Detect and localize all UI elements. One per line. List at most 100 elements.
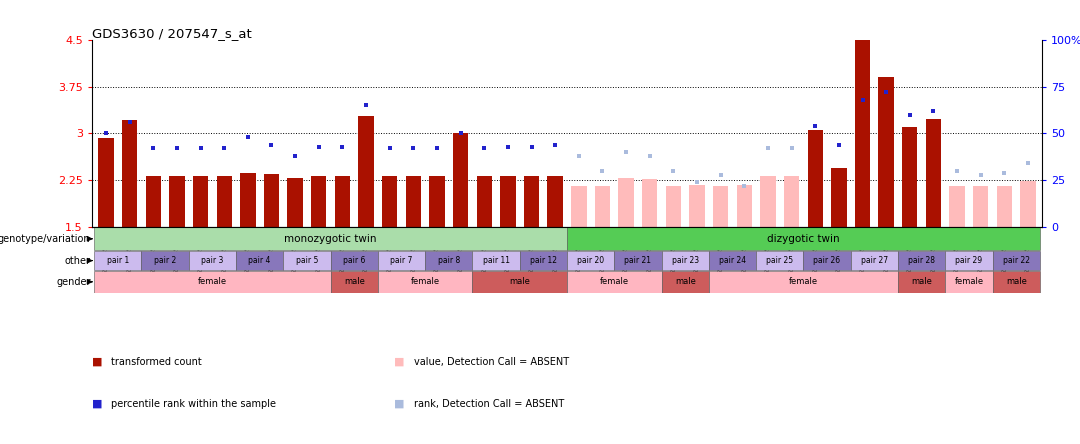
- Text: pair 24: pair 24: [719, 256, 746, 265]
- Text: male: male: [1005, 278, 1027, 286]
- Text: male: male: [510, 278, 530, 286]
- Text: transformed count: transformed count: [111, 357, 202, 367]
- Bar: [808, 130, 823, 227]
- Bar: [216, 176, 232, 227]
- Text: pair 22: pair 22: [1002, 256, 1029, 265]
- Text: female: female: [599, 278, 629, 286]
- Bar: [264, 174, 279, 227]
- Bar: [240, 173, 256, 227]
- Text: pair 3: pair 3: [201, 256, 224, 265]
- Text: pair 11: pair 11: [483, 256, 510, 265]
- Text: male: male: [675, 278, 696, 286]
- Text: pair 21: pair 21: [624, 256, 651, 265]
- Text: pair 28: pair 28: [908, 256, 935, 265]
- Bar: [335, 176, 350, 227]
- Bar: [476, 176, 491, 227]
- Bar: [643, 179, 658, 227]
- Text: female: female: [788, 278, 818, 286]
- Text: pair 29: pair 29: [956, 256, 983, 265]
- Text: pair 2: pair 2: [154, 256, 176, 265]
- Bar: [453, 133, 469, 227]
- Text: pair 8: pair 8: [437, 256, 460, 265]
- Bar: [94, 227, 567, 250]
- Bar: [472, 251, 519, 270]
- Bar: [897, 251, 945, 270]
- Text: pair 12: pair 12: [530, 256, 557, 265]
- Text: dizygotic twin: dizygotic twin: [767, 234, 840, 244]
- Bar: [708, 251, 756, 270]
- Bar: [595, 186, 610, 227]
- Text: pair 23: pair 23: [672, 256, 699, 265]
- Text: pair 25: pair 25: [766, 256, 794, 265]
- Text: female: female: [955, 278, 984, 286]
- Bar: [945, 271, 993, 293]
- Bar: [897, 271, 945, 293]
- Bar: [378, 251, 426, 270]
- Bar: [997, 186, 1012, 227]
- Bar: [524, 176, 539, 227]
- Bar: [567, 271, 662, 293]
- Bar: [851, 251, 897, 270]
- Text: pair 20: pair 20: [577, 256, 604, 265]
- Bar: [878, 77, 894, 227]
- Bar: [141, 251, 189, 270]
- Text: ■: ■: [394, 399, 405, 409]
- Text: rank, Detection Call = ABSENT: rank, Detection Call = ABSENT: [414, 399, 564, 409]
- Text: percentile rank within the sample: percentile rank within the sample: [111, 399, 276, 409]
- Text: pair 5: pair 5: [296, 256, 319, 265]
- Bar: [429, 176, 445, 227]
- Text: male: male: [343, 278, 365, 286]
- Bar: [756, 251, 804, 270]
- Bar: [193, 176, 208, 227]
- Bar: [662, 251, 708, 270]
- Bar: [784, 176, 799, 227]
- Text: ■: ■: [92, 399, 103, 409]
- Bar: [426, 251, 472, 270]
- Bar: [330, 251, 378, 270]
- Text: pair 4: pair 4: [248, 256, 271, 265]
- Bar: [945, 251, 993, 270]
- Text: pair 7: pair 7: [390, 256, 413, 265]
- Bar: [973, 186, 988, 227]
- Bar: [993, 251, 1040, 270]
- Bar: [713, 186, 728, 227]
- Bar: [619, 178, 634, 227]
- Text: pair 26: pair 26: [813, 256, 840, 265]
- Bar: [94, 251, 141, 270]
- Bar: [283, 251, 330, 270]
- Bar: [359, 116, 374, 227]
- Bar: [287, 178, 302, 227]
- Bar: [804, 251, 851, 270]
- Bar: [708, 271, 897, 293]
- Bar: [94, 271, 330, 293]
- Bar: [567, 227, 1040, 250]
- Bar: [472, 271, 567, 293]
- Text: pair 6: pair 6: [343, 256, 365, 265]
- Bar: [567, 251, 615, 270]
- Bar: [519, 251, 567, 270]
- Bar: [122, 120, 137, 227]
- Text: ■: ■: [92, 357, 103, 367]
- Bar: [855, 34, 870, 227]
- Bar: [146, 176, 161, 227]
- Text: pair 1: pair 1: [107, 256, 129, 265]
- Bar: [737, 185, 752, 227]
- Bar: [237, 251, 283, 270]
- Text: GDS3630 / 207547_s_at: GDS3630 / 207547_s_at: [92, 27, 252, 40]
- Bar: [98, 139, 113, 227]
- Bar: [993, 271, 1040, 293]
- Text: female: female: [410, 278, 440, 286]
- Text: pair 27: pair 27: [861, 256, 888, 265]
- Text: ■: ■: [394, 357, 405, 367]
- Bar: [571, 186, 586, 227]
- Bar: [615, 251, 662, 270]
- Bar: [926, 119, 941, 227]
- Bar: [760, 176, 775, 227]
- Bar: [1021, 181, 1036, 227]
- Bar: [330, 271, 378, 293]
- Bar: [949, 186, 964, 227]
- Text: female: female: [198, 278, 227, 286]
- Text: other: other: [65, 256, 91, 266]
- Text: genotype/variation: genotype/variation: [0, 234, 91, 244]
- Bar: [662, 271, 708, 293]
